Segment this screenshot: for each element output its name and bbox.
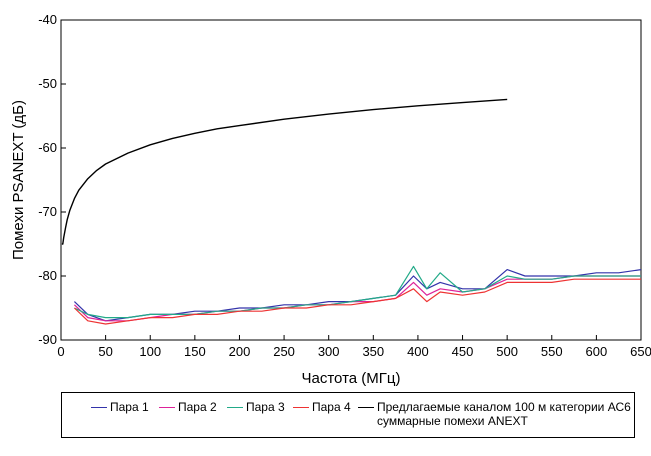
y-tick-label: -40 [38,12,57,27]
legend-item-series-4: Пара 4 [293,400,351,414]
series-layer [61,98,642,325]
series-line-5 [61,98,508,245]
legend-swatch-series-5 [358,407,374,408]
series-line-4 [73,278,641,325]
legend-swatch-series-4 [293,406,309,408]
x-tick-label: 600 [586,344,608,359]
x-tick-label: 550 [541,344,563,359]
y-tick-label: -70 [38,204,57,219]
x-tick-label: 350 [362,344,384,359]
x-tick-label: 200 [229,344,251,359]
y-tick-label: -90 [38,332,57,347]
series-line-3 [74,265,641,319]
x-tick-label: 650 [630,344,651,359]
y-tick-label: -50 [38,76,57,91]
y-tick-label: -80 [38,268,57,283]
legend-item-series-1: Пара 1 [91,400,149,414]
x-tick-label: 50 [98,344,112,359]
legend-item-series-3: Пара 3 [227,400,285,414]
legend-swatch-series-1 [91,406,107,408]
plot-area [60,19,642,341]
x-tick-label: 500 [496,344,518,359]
legend-label-series-1: Пара 1 [110,400,149,414]
legend: Пара 1 Пара 2 Пара 3 Пара 4 Предлагаемые… [61,392,635,438]
legend-label-series-3: Пара 3 [246,400,285,414]
x-tick-label: 450 [452,344,474,359]
legend-item-series-5: Предлагаемые каналом 100 м категории АС6… [358,400,637,428]
legend-label-series-5: Предлагаемые каналом 100 м категории АС6… [377,400,631,428]
legend-swatch-series-2 [159,406,175,408]
x-tick-label: 100 [139,344,161,359]
x-axis-title: Частота (МГц) [302,370,401,387]
legend-label-series-4: Пара 4 [312,400,351,414]
y-tick-label: -60 [38,140,57,155]
y-axis-title: Помехи PSANEXT (дБ) [10,100,27,260]
x-tick-label: 300 [318,344,340,359]
tick-layer: 0 50 100 150 200 250 300 350 400 450 500 550 600 650 -… [38,12,651,359]
x-tick-label: 0 [57,344,64,359]
x-tick-label: 250 [273,344,295,359]
legend-swatch-series-3 [227,406,243,408]
x-tick-label: 150 [184,344,206,359]
legend-item-series-2: Пара 2 [159,400,217,414]
legend-label-series-2: Пара 2 [178,400,217,414]
x-tick-label: 400 [407,344,429,359]
